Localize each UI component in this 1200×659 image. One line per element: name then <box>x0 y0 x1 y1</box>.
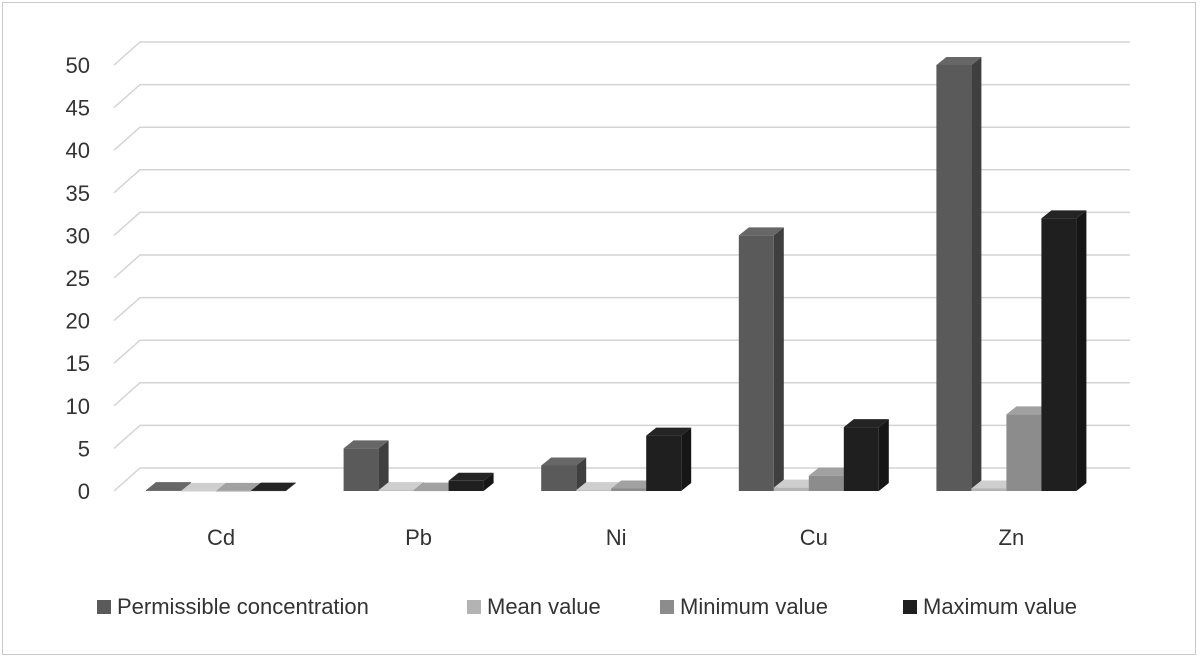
bars-layer <box>146 57 1087 492</box>
legend-swatch <box>97 600 111 614</box>
category-label-zn: Zn <box>999 525 1025 550</box>
bar-cu-maximum-value <box>843 419 889 491</box>
gridline <box>113 254 1130 279</box>
category-label-cu: Cu <box>800 525 828 550</box>
y-tick-label: 45 <box>66 96 90 121</box>
gridline <box>113 339 1130 364</box>
y-tick-label: 20 <box>66 309 90 334</box>
gridline <box>113 169 1130 194</box>
legend-label: Maximum value <box>923 594 1077 619</box>
gridline <box>113 296 1130 322</box>
grid-layer <box>113 41 1130 492</box>
bar-pb-permissible-concentration <box>343 440 389 491</box>
legend-item-permissible-concentration: Permissible concentration <box>97 594 369 619</box>
category-label-cd: Cd <box>207 525 235 550</box>
y-tick-label: 15 <box>66 351 90 376</box>
legend-item-maximum-value: Maximum value <box>903 594 1077 619</box>
bar-zn-permissible-concentration <box>936 57 982 491</box>
bar-cd-maximum-value <box>251 482 296 492</box>
y-tick-label: 0 <box>78 479 90 504</box>
gridline <box>113 211 1130 236</box>
y-axis-tick-labels: 0 5 10 15 20 25 30 35 40 45 50 <box>66 53 90 504</box>
bar-ni-maximum-value <box>646 427 692 491</box>
y-tick-label: 35 <box>66 181 90 206</box>
bar-cd-permissible-concentration <box>146 482 191 491</box>
legend-swatch <box>903 600 917 614</box>
y-tick-label: 30 <box>66 223 90 248</box>
legend-label: Permissible concentration <box>117 594 369 619</box>
legend-label: Mean value <box>487 594 601 619</box>
legend-swatch <box>660 600 674 614</box>
bar-ni-permissible-concentration <box>541 457 587 491</box>
y-tick-label: 5 <box>78 436 90 461</box>
category-label-pb: Pb <box>405 525 432 550</box>
y-tick-label: 10 <box>66 394 90 419</box>
bar-cu-permissible-concentration <box>738 227 784 491</box>
legend: Permissible concentration Mean value Minim… <box>97 594 1077 619</box>
y-tick-label: 25 <box>66 266 90 291</box>
gridline <box>113 382 1130 407</box>
gridline <box>113 424 1130 449</box>
category-label-ni: Ni <box>606 525 627 550</box>
bar-zn-maximum-value <box>1041 210 1087 492</box>
legend-item-minimum-value: Minimum value <box>660 594 828 619</box>
gridline <box>113 467 1130 492</box>
x-axis-category-labels: Cd Pb Ni Cu Zn <box>207 525 1024 550</box>
y-tick-label: 50 <box>66 53 90 78</box>
legend-label: Minimum value <box>680 594 828 619</box>
gridline <box>113 126 1130 151</box>
legend-swatch <box>467 600 481 614</box>
y-tick-label: 40 <box>66 138 90 163</box>
bar-pb-maximum-value <box>448 472 494 491</box>
legend-item-mean-value: Mean value <box>467 594 601 619</box>
gridline <box>113 41 1130 66</box>
gridline <box>113 83 1130 109</box>
